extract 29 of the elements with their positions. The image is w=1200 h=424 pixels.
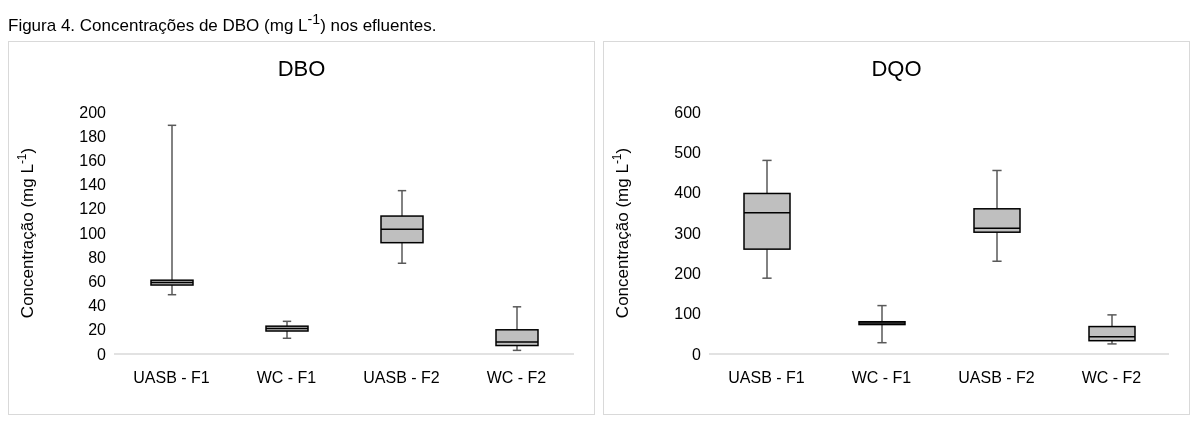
x-tick-label: UASB - F2 [363,369,440,387]
y-tick-label: 160 [79,151,107,169]
y-tick-label: 120 [79,200,107,218]
x-tick-label: WC - F2 [1081,369,1142,387]
chart-title: DBO [276,55,327,82]
y-tick-label: 0 [692,345,702,363]
x-tick-label: UASB - F2 [958,369,1035,387]
y-tick-label: 200 [79,103,107,121]
x-tick-label: UASB - F1 [728,369,805,387]
y-tick-label: 200 [674,264,702,282]
y-tick-label: 180 [79,127,107,145]
x-tick-label: WC - F2 [486,369,547,387]
y-tick-label: 0 [97,345,107,363]
chart-title: DQO [870,55,923,82]
text: Figura 4. Concentrações de DBO (mg L$^{-1}$) nos efluentes. [8,10,438,37]
y-tick-label: 400 [674,184,702,201]
y-tick-label: 100 [674,305,702,322]
y-tick-label: 60 [88,272,107,290]
y-tick-label: 100 [79,224,107,242]
y-tick-label: 80 [88,248,107,266]
y-tick-label: 300 [674,224,702,242]
y-tick-label: 500 [674,143,702,161]
x-tick-label: WC - F1 [851,369,912,387]
y-tick-label: 20 [88,321,107,339]
y-tick-label: 600 [674,103,702,121]
x-tick-label: UASB - F1 [133,369,210,387]
y-tick-label: 40 [88,296,107,314]
x-tick-label: WC - F1 [256,369,317,387]
y-tick-label: 140 [79,175,107,193]
